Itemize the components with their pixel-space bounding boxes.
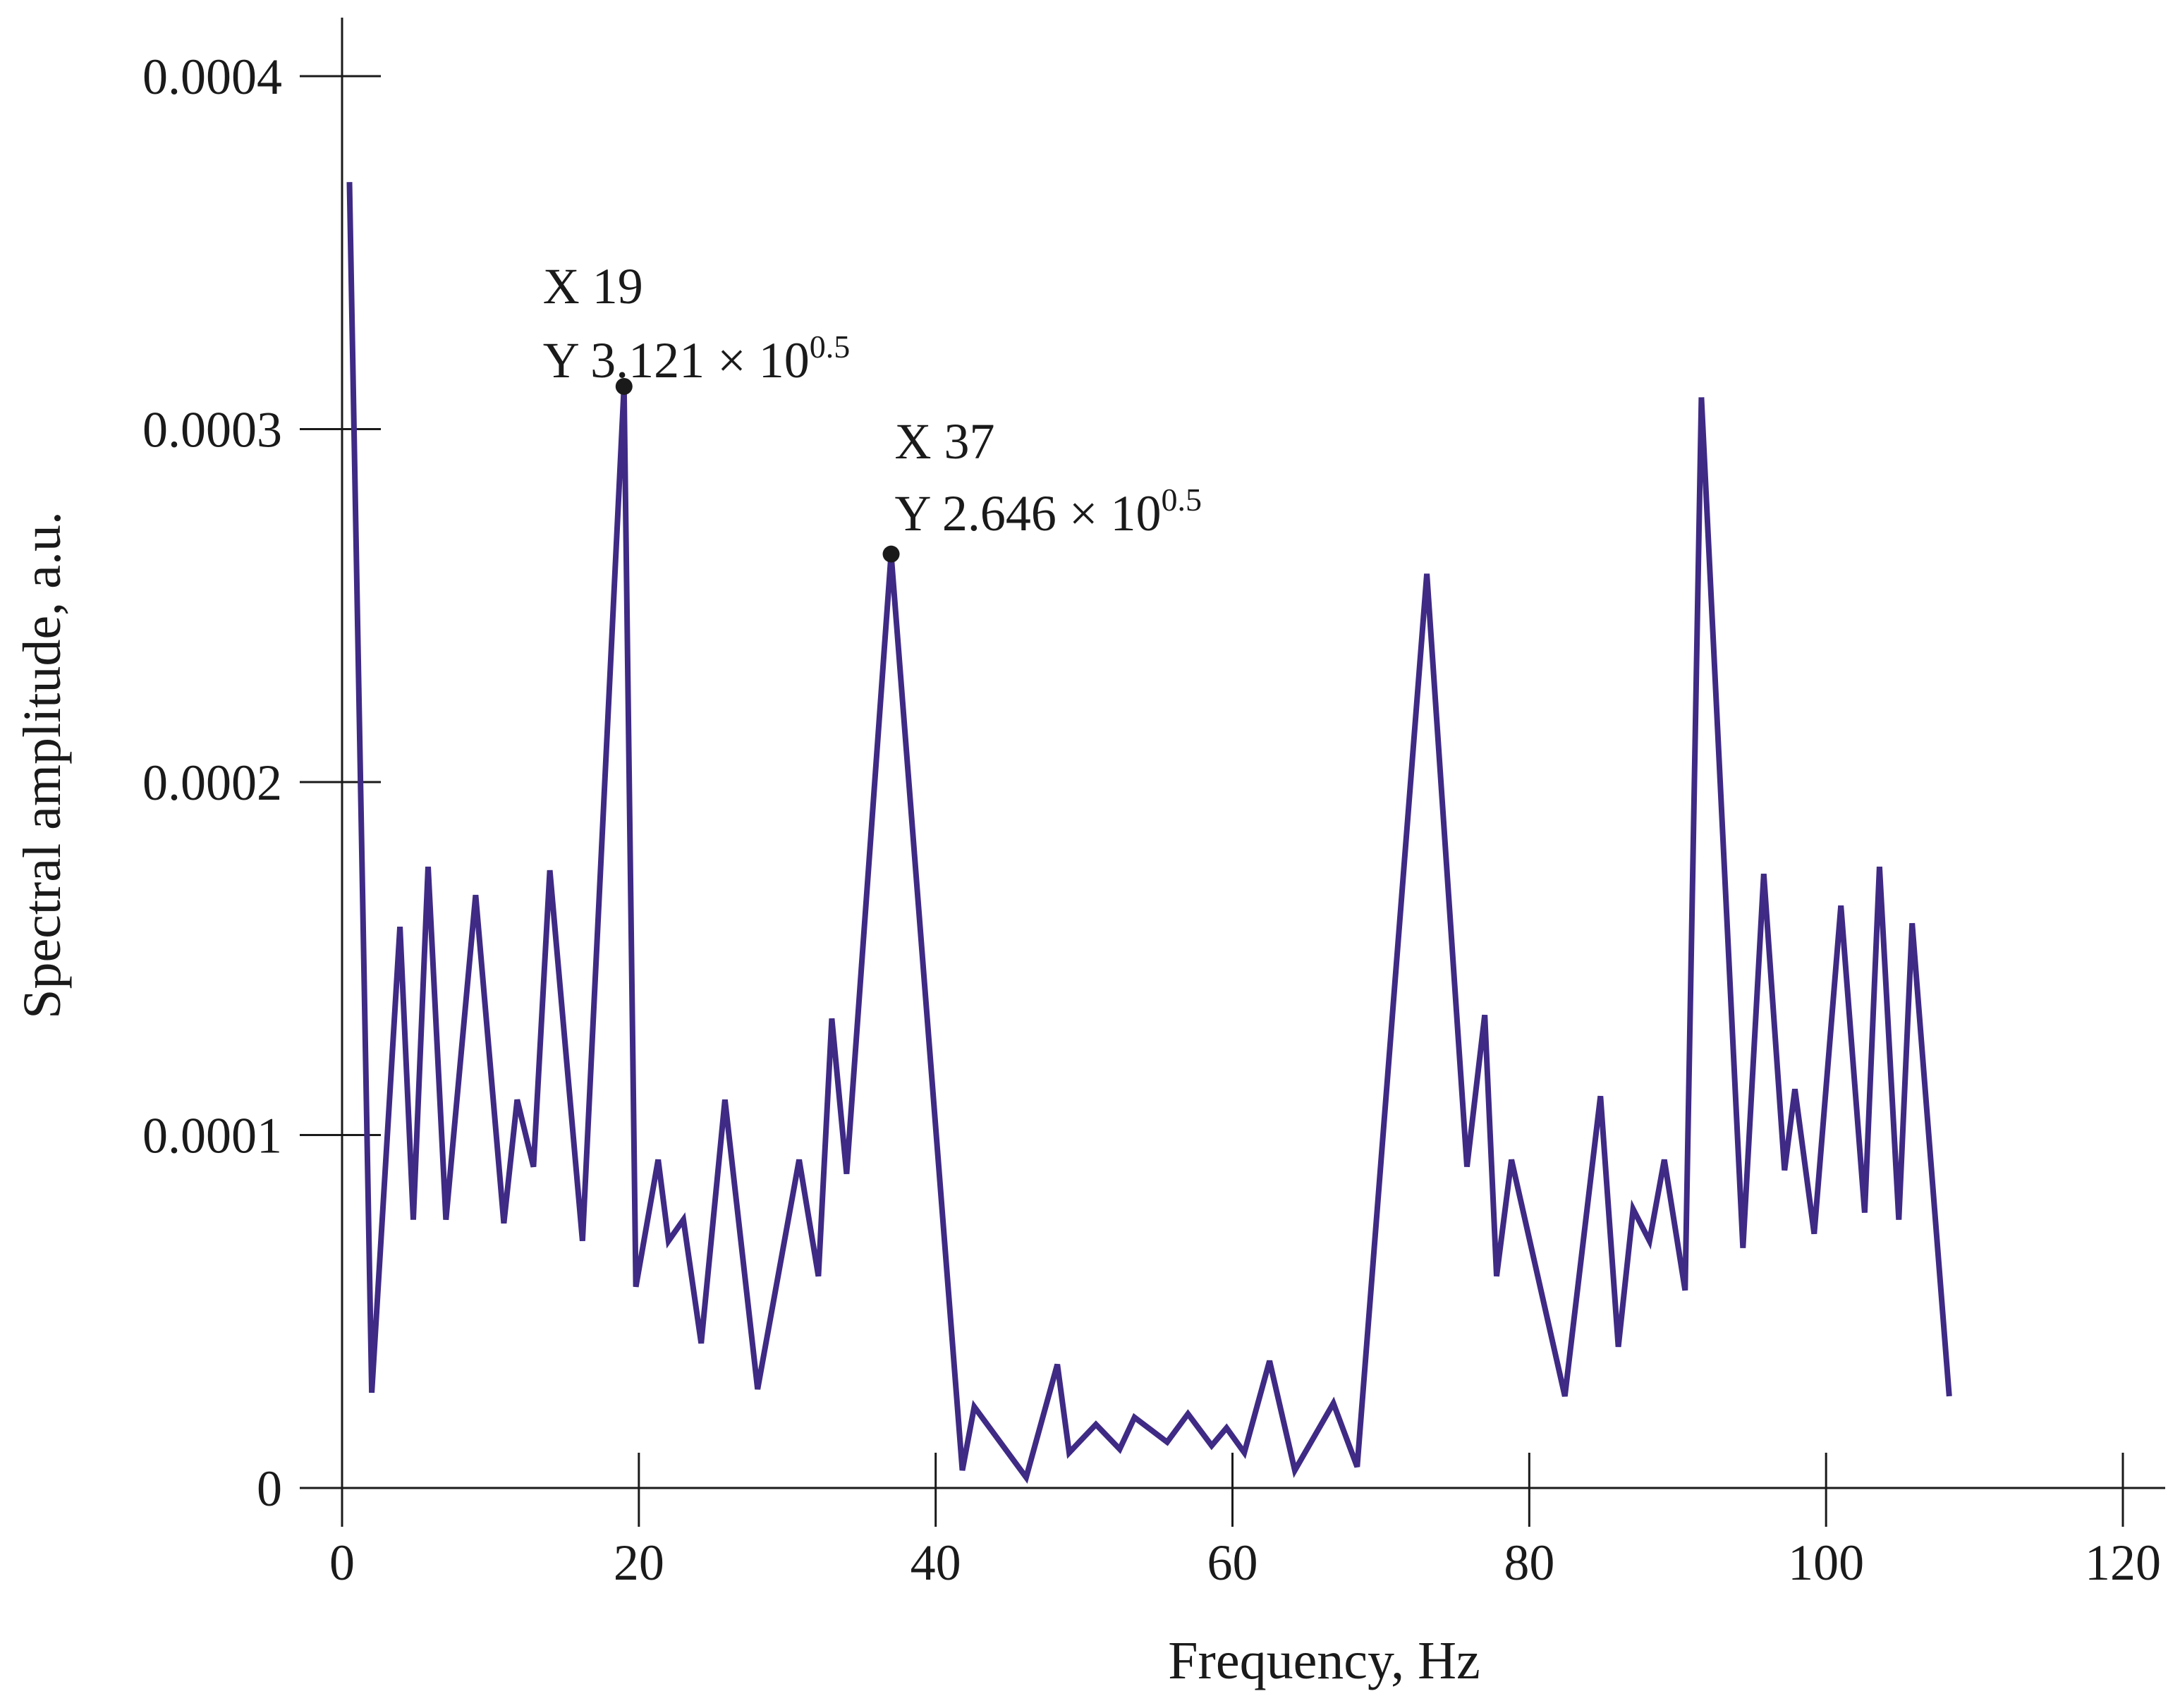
axes (300, 18, 2165, 1527)
x-axis-title: Frequency, Hz (1168, 1631, 1480, 1690)
x-ticks: 0 20 40 60 80 100 120 (329, 1453, 2161, 1591)
annotation-x-label: X 37 (895, 413, 995, 470)
x-tick-label: 60 (1207, 1535, 1258, 1591)
x-tick-label: 20 (614, 1535, 664, 1591)
y-tick-label: 0.0004 (142, 49, 282, 105)
spectrum-series-line (346, 182, 1952, 1484)
x-tick-label: 120 (2085, 1535, 2161, 1591)
y-ticks: 0 0.0001 0.0002 0.0003 0.0004 (142, 49, 381, 1517)
annotation-y-label: Y 2.646 × 100.5 (895, 482, 1202, 542)
y-tick-label: 0.0002 (142, 755, 282, 811)
annotation-y-label: Y 3.121 × 100.5 (543, 329, 850, 389)
y-tick-label: 0.0001 (142, 1108, 282, 1164)
y-tick-label: 0.0003 (142, 402, 282, 458)
x-tick-label: 80 (1504, 1535, 1554, 1591)
y-tick-label: 0 (257, 1460, 282, 1517)
annotation-x-label: X 19 (543, 258, 643, 315)
peak-marker (615, 377, 633, 395)
x-tick-label: 100 (1788, 1535, 1864, 1591)
peak-marker (882, 545, 900, 563)
x-tick-label: 40 (911, 1535, 961, 1591)
peak-annotations: X 19 Y 3.121 × 100.5 X 37 Y 2.646 × 100.5 (543, 258, 1202, 563)
x-tick-label: 0 (329, 1535, 355, 1591)
y-axis-title: Spectral amplitude, a.u. (13, 511, 72, 1019)
